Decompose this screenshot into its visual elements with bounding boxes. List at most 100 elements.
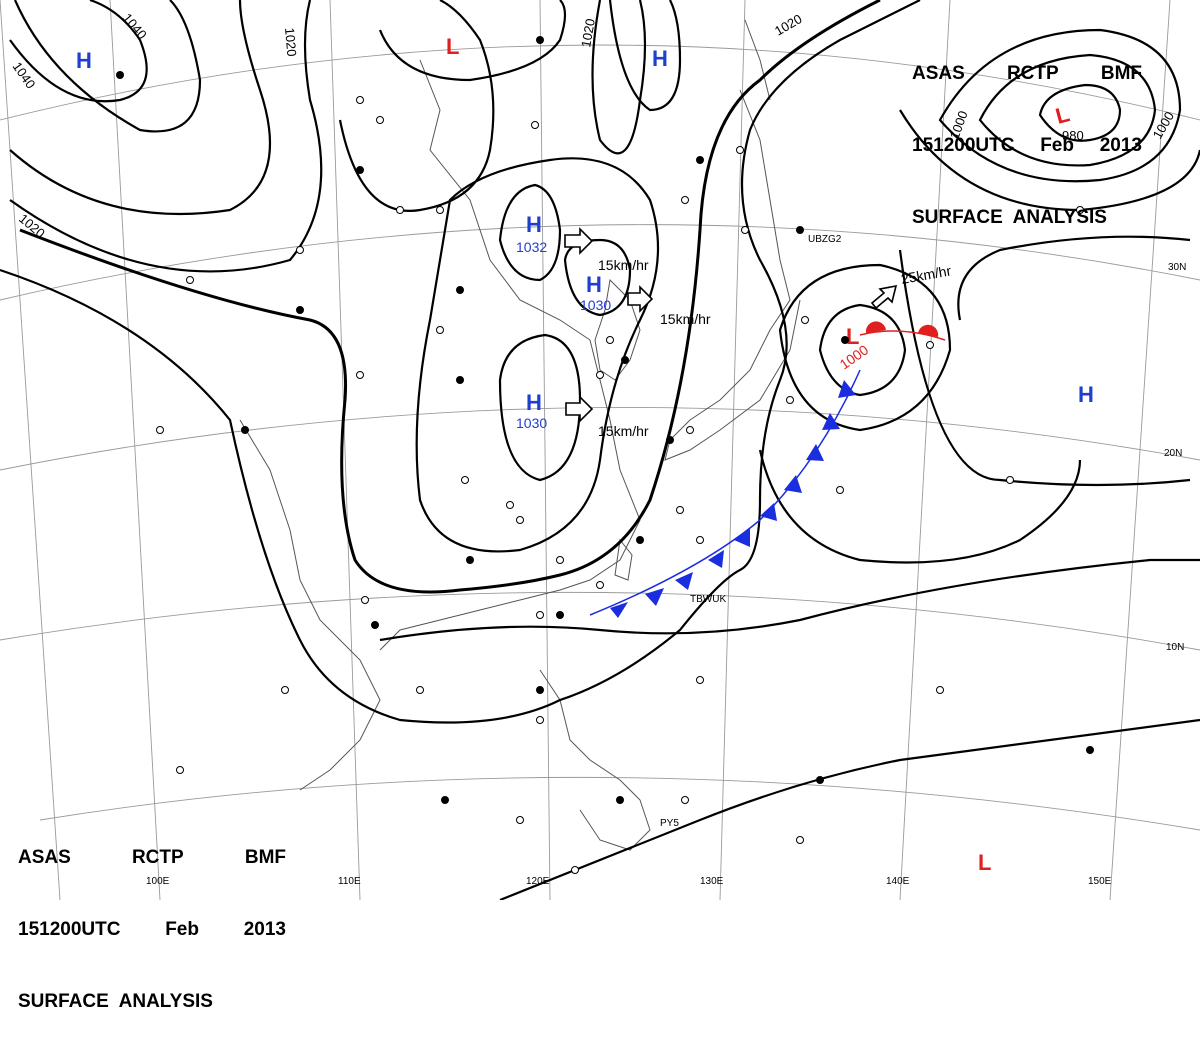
parallel-0n xyxy=(39,776,1200,831)
graticule xyxy=(0,0,1200,900)
warm-front-semicircle xyxy=(865,321,886,333)
station-marker xyxy=(801,316,809,324)
front-triangle xyxy=(675,572,693,590)
parallel-10n xyxy=(0,591,1200,651)
meridian-110e xyxy=(329,0,361,900)
station-marker xyxy=(936,686,944,694)
isobar-label: 980 xyxy=(1062,128,1084,143)
station-marker xyxy=(681,796,689,804)
parallel-30n xyxy=(0,224,1200,301)
isobar xyxy=(9,0,272,216)
isobar xyxy=(338,0,495,212)
station-marker xyxy=(596,581,604,589)
coast-japan xyxy=(664,89,801,461)
high-center: H xyxy=(652,46,668,71)
coast-korea xyxy=(594,278,641,381)
station-marker xyxy=(116,71,124,79)
coast-sakhalin xyxy=(744,19,771,101)
station-marker xyxy=(456,376,464,384)
longitude-label: 150E xyxy=(1088,876,1112,887)
station-marker xyxy=(536,686,544,694)
low-centers: L L L L xyxy=(446,34,1072,875)
isobar xyxy=(758,449,1082,564)
title-month: Feb xyxy=(1040,135,1074,156)
station-marker xyxy=(676,506,684,514)
front-triangle xyxy=(838,380,856,398)
station-marker xyxy=(156,426,164,434)
station-marker xyxy=(531,121,539,129)
station-marker xyxy=(396,206,404,214)
front-triangle xyxy=(760,503,777,521)
station-marker xyxy=(696,156,704,164)
station-marker xyxy=(516,516,524,524)
station-marker xyxy=(556,611,564,619)
isobar xyxy=(9,0,148,103)
high-center: H xyxy=(586,272,602,297)
station-marker xyxy=(416,686,424,694)
isobars xyxy=(0,0,1200,900)
cold-front-barbs xyxy=(610,380,856,618)
station-marker xyxy=(516,816,524,824)
station-marker xyxy=(461,476,469,484)
longitude-label: 120E xyxy=(526,876,550,887)
station-marker xyxy=(841,336,849,344)
ship-ids: UBZG2 TBWUK PY5 xyxy=(660,234,842,829)
high-value: 1032 xyxy=(516,239,547,255)
latitude-label: 10N xyxy=(1166,642,1184,653)
ship-id: UBZG2 xyxy=(808,234,842,245)
title-product: ASAS xyxy=(18,847,71,868)
high-centers: H H H H H H xyxy=(76,46,1094,415)
warm-front-semicircle xyxy=(918,324,939,337)
movement-arrow xyxy=(627,285,654,313)
station-marker xyxy=(241,426,249,434)
isobar xyxy=(415,157,660,553)
high-center: H xyxy=(526,212,542,237)
latitude-label: 20N xyxy=(1164,448,1182,459)
title-year: 2013 xyxy=(243,919,286,940)
latitude-label: 30N xyxy=(1168,262,1186,273)
movement-arrow xyxy=(564,227,594,255)
isobar xyxy=(0,0,921,724)
station-marker xyxy=(696,536,704,544)
coastlines xyxy=(239,19,801,851)
title-month: Feb xyxy=(165,919,199,940)
movement-arrow xyxy=(870,284,898,310)
title-issuer: RCTP xyxy=(1006,63,1059,84)
warm-front-line xyxy=(859,330,946,341)
station-marker xyxy=(686,426,694,434)
isobar xyxy=(957,235,1191,321)
front-triangle xyxy=(822,413,840,430)
station-marker xyxy=(636,536,644,544)
station-marker xyxy=(456,286,464,294)
latitude-labels: 30N 20N 10N xyxy=(1164,262,1186,653)
title-year: 2013 xyxy=(1099,135,1142,156)
high-value: 1030 xyxy=(580,297,611,313)
coast-philippines xyxy=(539,669,651,851)
isobar xyxy=(1038,83,1122,142)
front-triangle xyxy=(610,602,628,618)
station-marker xyxy=(556,556,564,564)
title-issuer: RCTP xyxy=(131,847,184,868)
warm-front xyxy=(859,321,946,341)
movement-label: 15km/hr xyxy=(660,311,711,327)
coast-indochina xyxy=(239,419,381,791)
cold-front xyxy=(589,369,861,618)
station-marker xyxy=(466,556,474,564)
station-marker xyxy=(296,246,304,254)
coast-china xyxy=(379,59,641,651)
front-triangle xyxy=(734,528,750,547)
station-marker xyxy=(816,776,824,784)
station-marker xyxy=(666,436,674,444)
title-code: BMF xyxy=(244,847,286,868)
meridian-100e xyxy=(109,0,161,900)
station-marker xyxy=(536,36,544,44)
high-center: H xyxy=(76,48,92,73)
title-line2: 151200UTC Feb 2013 xyxy=(18,918,286,942)
isobar xyxy=(498,183,562,282)
station-marker xyxy=(571,866,579,874)
station-marker xyxy=(371,621,379,629)
isobar xyxy=(13,0,202,133)
isobar xyxy=(378,0,567,82)
station-marker xyxy=(376,116,384,124)
title-line1: ASAS RCTP BMF xyxy=(18,846,286,870)
